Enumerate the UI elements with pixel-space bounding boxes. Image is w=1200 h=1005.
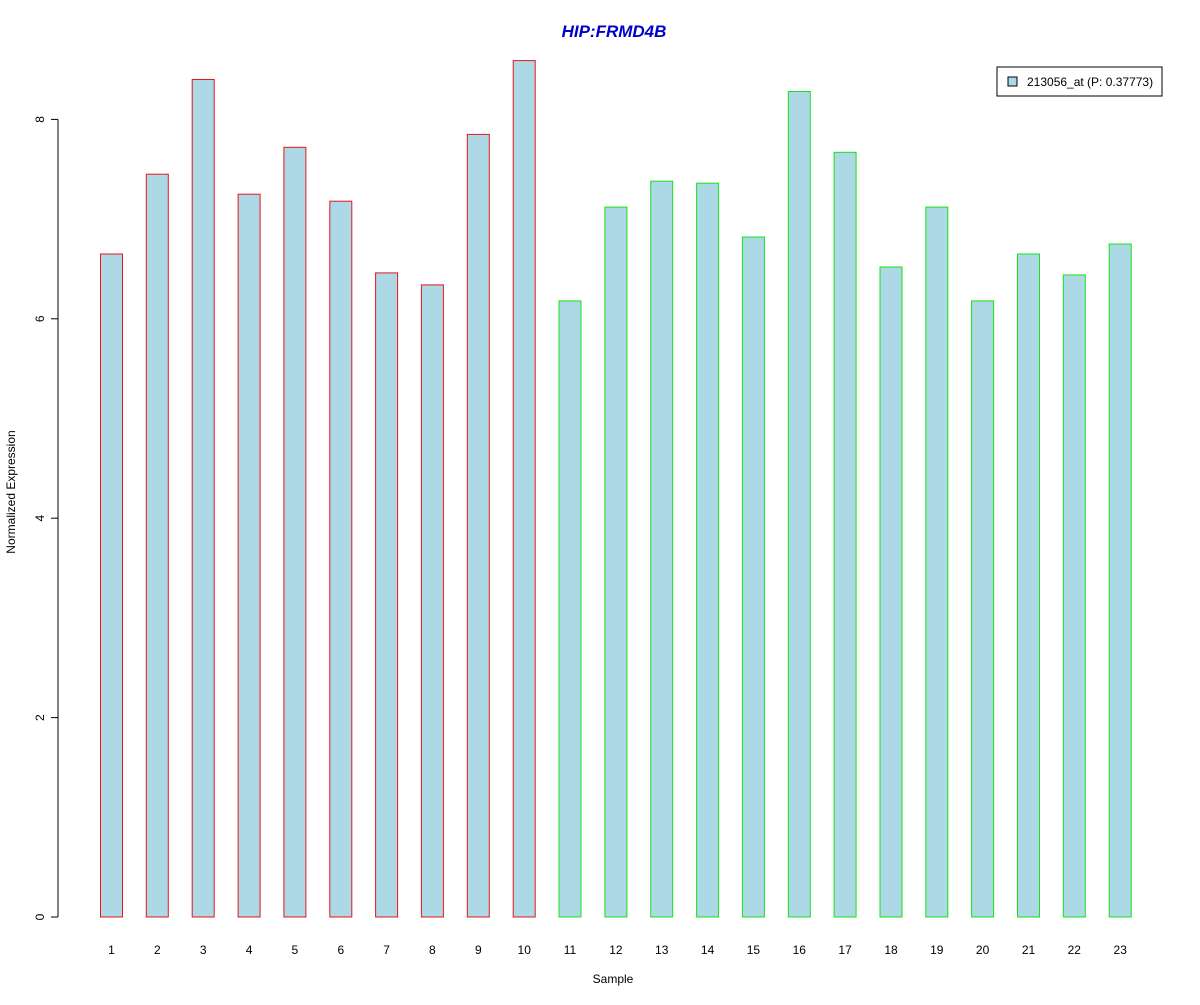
bar-sample-12 (604, 206, 628, 918)
bar-sample-10 (512, 60, 536, 918)
x-tick-label: 5 (292, 943, 299, 957)
x-tick-label: 21 (1022, 943, 1036, 957)
x-tick-label: 18 (884, 943, 898, 957)
bar-sample-13 (650, 180, 674, 918)
y-tick-label: 8 (33, 116, 47, 123)
x-tick-label: 2 (154, 943, 161, 957)
x-tick-label: 17 (838, 943, 852, 957)
x-tick-label: 14 (701, 943, 715, 957)
x-tick-label: 10 (518, 943, 532, 957)
x-tick-label: 4 (246, 943, 253, 957)
x-tick-label: 3 (200, 943, 207, 957)
y-axis: 0 2 4 6 8 (33, 116, 59, 920)
y-tick-label: 2 (33, 714, 47, 721)
bar-sample-3 (191, 79, 215, 918)
x-tick-label: 13 (655, 943, 669, 957)
bar-sample-23 (1108, 243, 1132, 918)
bar-sample-14 (696, 182, 720, 918)
x-tick-label: 11 (564, 943, 577, 957)
x-tick-label: 12 (609, 943, 623, 957)
y-tick-label: 4 (33, 515, 47, 522)
y-axis-label: Normalized Expression (4, 430, 18, 553)
x-tick-label: 7 (383, 943, 390, 957)
bar-sample-9 (466, 133, 490, 918)
bar-sample-6 (329, 200, 353, 918)
bar-sample-16 (787, 91, 811, 918)
chart-title: HIP:FRMD4B (562, 22, 667, 41)
legend-swatch (1007, 76, 1018, 87)
bars (100, 60, 1132, 918)
bar-sample-18 (879, 266, 903, 918)
bar-sample-5 (283, 146, 307, 918)
x-tick-label: 8 (429, 943, 436, 957)
bar-sample-1 (100, 253, 123, 918)
bar-sample-2 (145, 173, 169, 918)
legend-label: 213056_at (P: 0.37773) (1027, 75, 1153, 89)
bar-sample-21 (1017, 253, 1040, 918)
bar-sample-15 (741, 236, 765, 918)
bar-sample-7 (375, 272, 399, 918)
bar-sample-19 (925, 206, 949, 918)
x-tick-label: 22 (1068, 943, 1082, 957)
bar-sample-20 (971, 300, 995, 918)
y-tick-label: 6 (33, 315, 47, 322)
x-tick-label: 9 (475, 943, 482, 957)
bar-sample-17 (833, 151, 857, 918)
x-tick-label: 19 (930, 943, 944, 957)
x-tick-label: 1 (108, 943, 115, 957)
x-axis-label: Sample (593, 972, 634, 986)
x-tick-label: 20 (976, 943, 990, 957)
x-tick-label: 16 (793, 943, 807, 957)
x-tick-label: 15 (747, 943, 761, 957)
legend: 213056_at (P: 0.37773) (996, 66, 1163, 97)
x-axis-ticks: 1 2 3 4 5 6 7 8 9 10 11 12 13 14 15 16 17 18 19 20 21 22 23 (108, 943, 1127, 957)
bar-sample-22 (1062, 274, 1086, 918)
bar-sample-4 (237, 193, 261, 918)
x-tick-label: 23 (1114, 943, 1128, 957)
y-tick-label: 0 (33, 913, 47, 920)
bar-sample-11 (558, 300, 582, 918)
bar-sample-8 (420, 284, 444, 918)
x-tick-label: 6 (337, 943, 344, 957)
legend-box (996, 66, 1163, 97)
